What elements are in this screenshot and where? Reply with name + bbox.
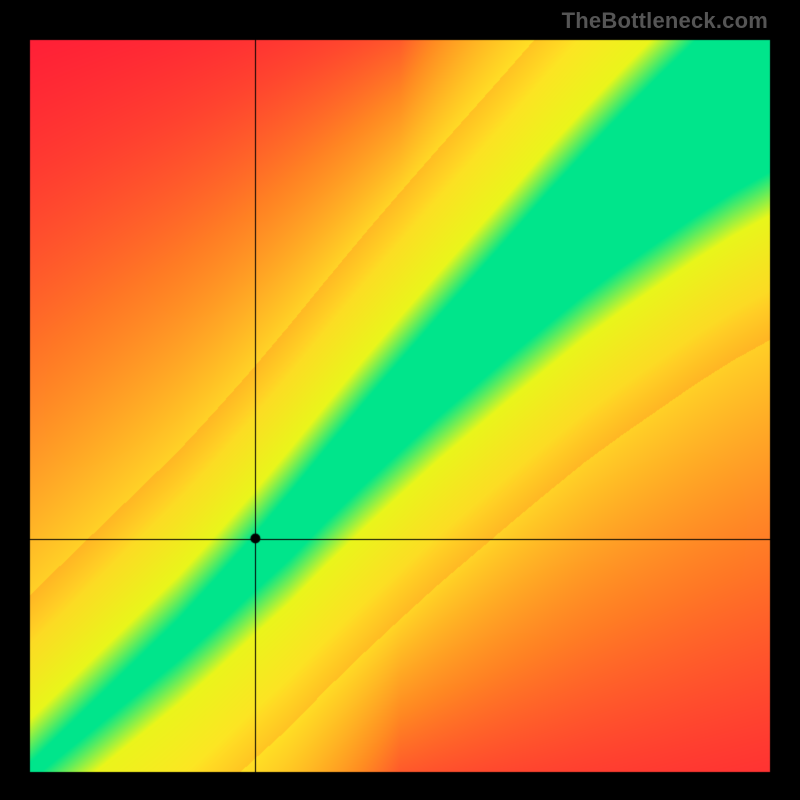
watermark-text: TheBottleneck.com bbox=[562, 8, 768, 34]
heatmap-canvas bbox=[0, 0, 800, 800]
chart-container: TheBottleneck.com bbox=[0, 0, 800, 800]
